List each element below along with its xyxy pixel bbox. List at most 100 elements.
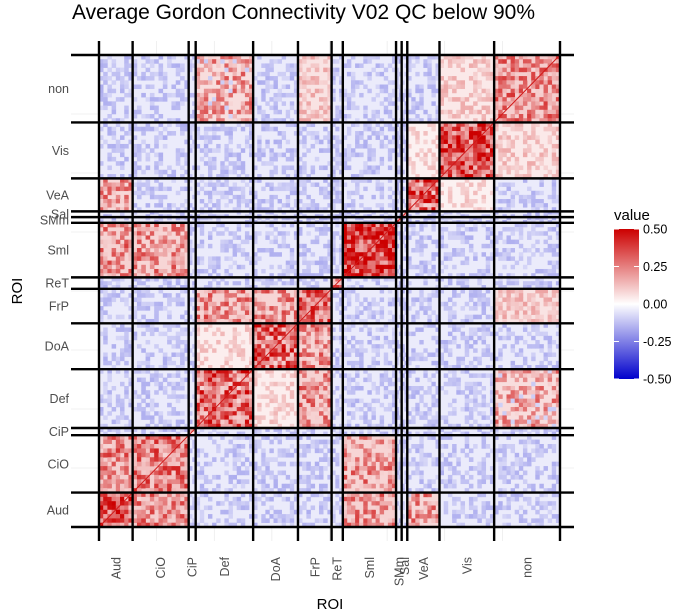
heatmap-cell	[192, 285, 196, 290]
heatmap-cell	[158, 522, 164, 528]
heatmap-cell	[342, 398, 348, 404]
heatmap-cell	[167, 522, 172, 528]
heatmap-cell	[306, 411, 311, 416]
heatmap-cell	[396, 323, 400, 328]
heatmap-cell	[391, 518, 397, 523]
heatmap-cell	[175, 190, 181, 196]
heatmap-cell	[401, 448, 405, 454]
heatmap-cell	[236, 457, 242, 462]
heatmap-cell	[203, 369, 209, 374]
heatmap-cell	[103, 488, 108, 493]
heatmap-cell	[302, 214, 307, 218]
heatmap-cell	[115, 293, 121, 298]
heatmap-cell	[249, 190, 254, 196]
heatmap-cell	[232, 373, 238, 378]
heatmap-cell	[207, 207, 213, 212]
heatmap-cell	[387, 479, 393, 485]
heatmap-cell	[132, 466, 138, 471]
heatmap-cell	[240, 178, 246, 183]
heatmap-cell	[269, 373, 274, 378]
heatmap-cell	[175, 248, 181, 253]
heatmap-cell	[375, 470, 380, 476]
heatmap-cell	[216, 264, 221, 270]
heatmap-cell	[154, 327, 159, 332]
heatmap-cell	[216, 423, 221, 429]
heatmap-cell	[175, 88, 181, 94]
heatmap-cell	[124, 199, 129, 204]
heatmap-cell	[154, 59, 159, 64]
heatmap-cell	[339, 323, 344, 328]
heatmap-cell	[192, 281, 196, 286]
heatmap-cell	[162, 248, 168, 253]
heatmap-cell	[318, 264, 324, 270]
heatmap-cell	[396, 135, 400, 140]
heatmap-cell	[236, 152, 242, 158]
heatmap-cell	[387, 277, 393, 282]
heatmap-cell	[269, 148, 274, 153]
heatmap-cell	[175, 217, 181, 221]
heatmap-cell	[297, 474, 303, 480]
heatmap-cell	[162, 243, 168, 249]
heatmap-cell	[199, 360, 205, 366]
heatmap-cell	[281, 360, 287, 366]
heatmap-cell	[277, 264, 282, 270]
heatmap-cell	[162, 306, 168, 311]
heatmap-cell	[427, 431, 432, 436]
heatmap-cell	[199, 231, 205, 236]
heatmap-cell	[188, 448, 193, 454]
heatmap-cell	[175, 492, 181, 498]
heatmap-cell	[293, 268, 299, 274]
heatmap-cell	[306, 231, 311, 236]
heatmap-cell	[162, 522, 168, 528]
heatmap-cell	[141, 268, 146, 274]
heatmap-cell	[236, 466, 242, 471]
heatmap-cell	[375, 423, 380, 429]
heatmap-cell	[180, 211, 185, 215]
heatmap-cell	[363, 214, 368, 218]
heatmap-cell	[158, 419, 164, 425]
heatmap-cell	[335, 231, 340, 236]
heatmap-cell	[224, 522, 229, 528]
heatmap-cell	[120, 222, 125, 228]
heatmap-cell	[327, 76, 332, 81]
heatmap-cell	[128, 327, 133, 332]
heatmap-cell	[192, 479, 196, 485]
heatmap-cell	[224, 288, 229, 294]
heatmap-cell	[175, 273, 181, 278]
heatmap-cell	[355, 381, 360, 387]
heatmap-cell	[306, 352, 311, 357]
heatmap-cell	[363, 231, 368, 236]
heatmap-cell	[188, 492, 193, 498]
heatmap-cell	[285, 273, 291, 278]
heatmap-cell	[310, 394, 316, 399]
heatmap-cell	[293, 310, 299, 315]
heatmap-cell	[158, 194, 164, 200]
heatmap-cell	[188, 435, 193, 440]
heatmap-cell	[339, 199, 344, 204]
heatmap-cell	[407, 356, 412, 362]
heatmap-cell	[281, 281, 287, 286]
heatmap-cell	[427, 293, 432, 298]
heatmap-cell	[306, 522, 311, 528]
heatmap-cell	[158, 365, 164, 370]
heatmap-cell	[331, 260, 336, 266]
heatmap-cell	[244, 457, 250, 462]
heatmap-cell	[136, 126, 142, 132]
heatmap-cell	[99, 496, 104, 502]
heatmap-cell	[224, 239, 229, 245]
heatmap-cell	[212, 182, 217, 187]
heatmap-cell	[407, 288, 412, 294]
heatmap-cell	[253, 273, 258, 278]
heatmap-cell	[346, 194, 352, 200]
heatmap-cell	[269, 126, 274, 132]
heatmap-cell	[367, 306, 372, 311]
heatmap-cell	[207, 264, 213, 270]
heatmap-cell	[427, 297, 432, 303]
heatmap-cell	[203, 505, 209, 511]
heatmap-cell	[115, 71, 121, 77]
heatmap-cell	[273, 352, 278, 357]
heatmap-cell	[371, 273, 376, 278]
heatmap-cell	[391, 419, 397, 425]
heatmap-cell	[355, 118, 360, 123]
heatmap-cell	[342, 63, 348, 68]
